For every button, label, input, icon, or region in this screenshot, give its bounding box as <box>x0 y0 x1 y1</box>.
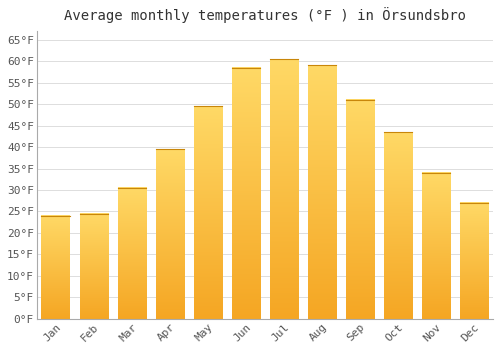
Title: Average monthly temperatures (°F ) in Örsundsbro: Average monthly temperatures (°F ) in Ör… <box>64 7 466 23</box>
